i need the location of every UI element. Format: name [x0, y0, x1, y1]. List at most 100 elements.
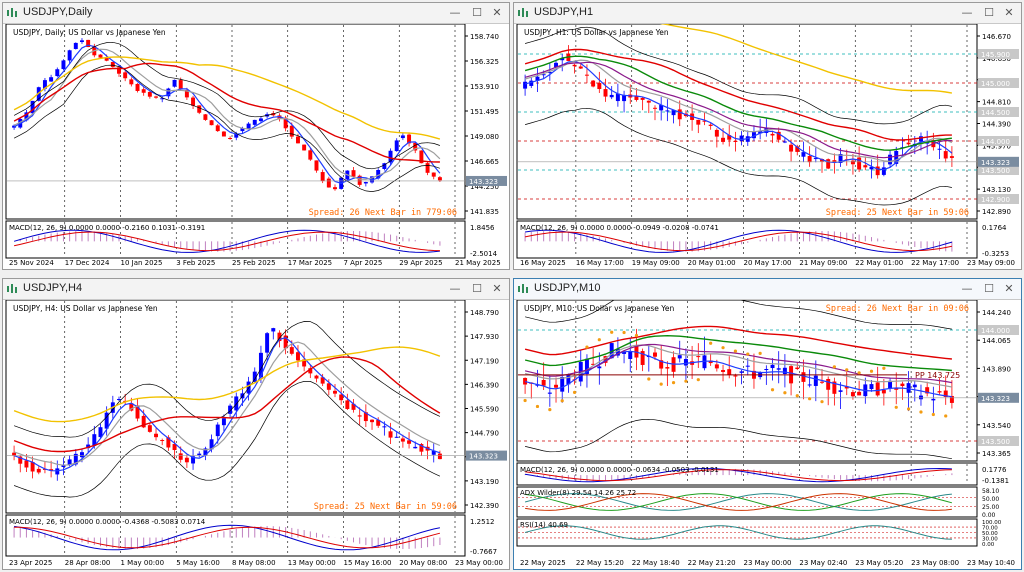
candle-body	[850, 160, 855, 165]
candle-body	[597, 366, 602, 369]
candle-body	[326, 383, 331, 390]
minimize-button[interactable]: —	[449, 282, 461, 295]
close-button[interactable]: ✕	[1004, 282, 1014, 295]
candle-body	[178, 453, 183, 460]
minimize-button[interactable]: —	[961, 282, 973, 295]
candle-body	[541, 74, 546, 76]
candle-body	[141, 415, 146, 428]
price-axis-label: 144.790	[470, 430, 499, 438]
maximize-button[interactable]: ☐	[984, 282, 994, 295]
candle-body	[67, 459, 72, 466]
close-button[interactable]: ✕	[492, 6, 502, 19]
price-axis-label: 146.665	[470, 158, 499, 166]
time-axis-label: 20 May 17:00	[744, 259, 792, 267]
candle-body	[370, 419, 375, 423]
candle-body	[302, 144, 307, 151]
parabolic-sar-dot	[808, 397, 812, 401]
macd-axis-label: 0.1764	[982, 224, 1007, 232]
chart-window-h1[interactable]: USDJPY,H1 — ☐ ✕ 146.670146.650145.230144…	[513, 2, 1022, 270]
candle-body	[832, 381, 837, 394]
minimize-button[interactable]: —	[961, 6, 973, 19]
time-axis-label: 28 Apr 08:00	[65, 559, 111, 567]
time-axis-label: 16 May 2025	[520, 259, 566, 267]
candle-body	[683, 358, 688, 366]
candle-body	[351, 170, 356, 177]
price-axis-label: 153.910	[470, 83, 499, 91]
candle-body	[363, 182, 368, 184]
rsi-axis-label: 100.00	[982, 520, 1002, 526]
candle-body	[252, 371, 257, 382]
level-price-label: 144.000	[981, 138, 1010, 146]
chart-icon	[518, 8, 528, 17]
candle-body	[160, 440, 165, 442]
adx-axis-label: 25.00	[982, 504, 999, 511]
chart-window-m10[interactable]: USDJPY,M10 — ☐ ✕ 144.240 144.065 143.890 14…	[513, 278, 1022, 570]
candle-body	[104, 412, 109, 429]
candle-body	[258, 118, 263, 122]
chart-window-h4[interactable]: USDJPY,H4 — ☐ ✕ 148.790 147.930 147.190 146…	[2, 278, 510, 570]
candle-body	[603, 89, 608, 97]
parabolic-sar-dot	[535, 404, 540, 409]
candle-body	[98, 427, 103, 438]
time-axis-label: 22 May 15:20	[576, 559, 624, 567]
mid-ma-line	[524, 59, 953, 162]
candle-body	[147, 425, 152, 432]
candle-body	[240, 128, 245, 132]
window-titlebar[interactable]: USDJPY,H1 — ☐ ✕	[514, 3, 1021, 24]
candle-body	[407, 134, 412, 144]
parabolic-sar-dot	[647, 377, 651, 381]
candle-body	[721, 137, 726, 142]
price-chart[interactable]: 146.670146.650145.230144.810144.390143.9…	[514, 24, 1021, 269]
candle-body	[640, 97, 645, 100]
slow-ma-line	[13, 62, 440, 163]
candle-body	[801, 372, 806, 382]
candle-body	[30, 100, 35, 114]
maximize-button[interactable]: ☐	[472, 282, 482, 295]
chart-icon	[7, 8, 17, 17]
parabolic-sar-dot	[696, 378, 700, 382]
slow-ma-line	[524, 325, 952, 360]
close-button[interactable]: ✕	[492, 282, 502, 295]
candle-body	[357, 175, 362, 185]
macd-main-line	[13, 229, 440, 253]
level-price-tag	[978, 107, 1019, 117]
candle-body	[875, 382, 880, 396]
maximize-button[interactable]: ☐	[984, 6, 994, 19]
candle-body	[147, 91, 152, 97]
chart-window-daily[interactable]: USDJPY,Daily — ☐ ✕ 158.740 156.325 153.910…	[2, 2, 510, 270]
candle-body	[61, 60, 66, 70]
candle-body	[129, 403, 134, 411]
candle-body	[523, 377, 528, 385]
candle-body	[209, 439, 214, 450]
price-chart[interactable]: 144.240144.065143.890143.715143.540143.3…	[514, 300, 1021, 569]
candle-body	[937, 391, 942, 393]
time-axis-label: 23 May 05:20	[855, 559, 903, 567]
window-titlebar[interactable]: USDJPY,Daily — ☐ ✕	[3, 3, 509, 24]
candle-body	[252, 119, 257, 125]
candle-body	[129, 79, 134, 85]
candle-body	[55, 468, 60, 475]
parabolic-sar-dot	[523, 398, 527, 403]
rsi-axis-label: 30.00	[982, 537, 998, 543]
candle-body	[875, 166, 880, 176]
candle-body	[209, 120, 214, 126]
mid-ma-line	[13, 341, 441, 466]
close-button[interactable]: ✕	[1004, 6, 1014, 19]
window-titlebar[interactable]: USDJPY,M10 — ☐ ✕	[514, 279, 1021, 300]
parabolic-sar-dot	[709, 341, 713, 345]
spread-countdown: Spread: 25 Next Bar in 59:06	[826, 208, 969, 218]
candle-body	[863, 165, 868, 168]
parabolic-sar-dot	[721, 346, 725, 350]
window-titlebar[interactable]: USDJPY,H4 — ☐ ✕	[3, 279, 509, 300]
candle-body	[413, 446, 418, 449]
candle-body	[714, 364, 719, 369]
price-chart[interactable]: 148.790 147.930 147.190 146.390 145.590 144.7…	[3, 300, 509, 569]
bollinger-upper-line	[525, 26, 952, 125]
time-axis-label: 3 Feb 2025	[176, 259, 215, 267]
candle-body	[696, 356, 701, 358]
price-chart[interactable]: 158.740 156.325 153.910 151.495 149.080 146.6…	[3, 24, 509, 269]
maximize-button[interactable]: ☐	[472, 6, 482, 19]
minimize-button[interactable]: —	[449, 6, 461, 19]
candle-body	[86, 444, 91, 449]
main-pane-frame	[516, 24, 978, 220]
